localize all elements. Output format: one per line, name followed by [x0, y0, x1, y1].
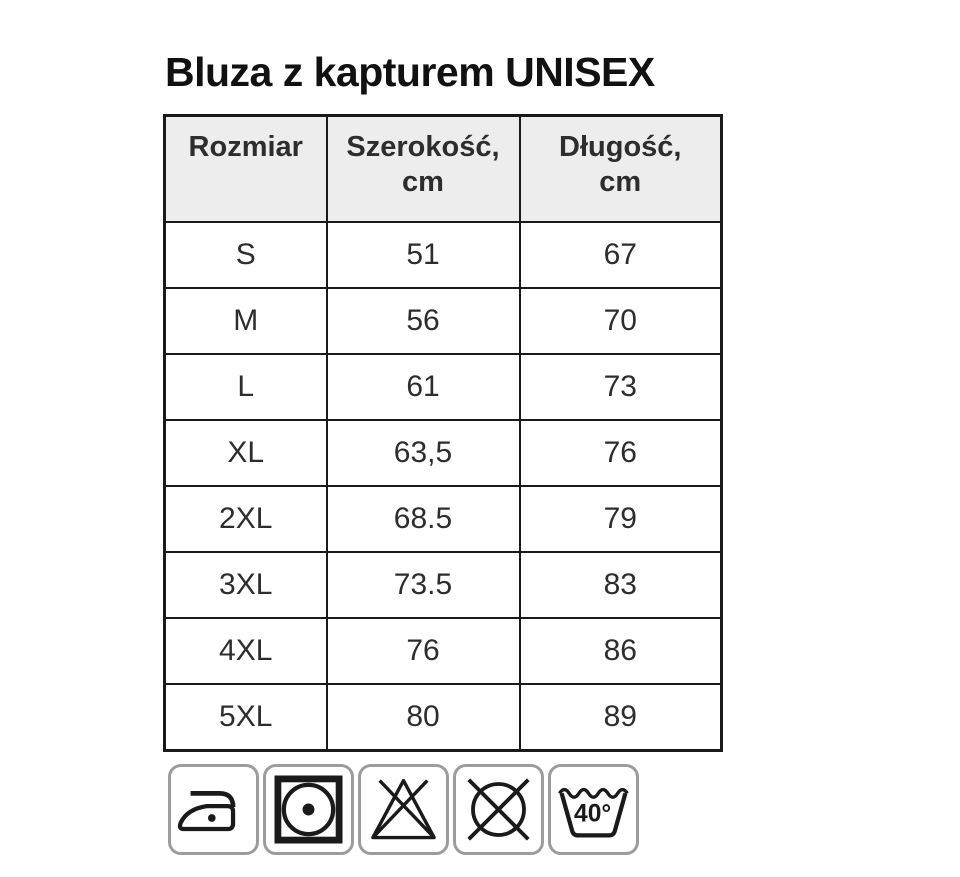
- width-cell: 61: [325, 353, 521, 421]
- length-cell: 76: [518, 419, 723, 487]
- table-row: L 61 73: [163, 353, 723, 421]
- iron-icon: [168, 764, 259, 855]
- care-icons-row: 40°: [168, 764, 720, 855]
- size-chart: Bluza z kapturem UNISEX Rozmiar Szerokoś…: [163, 49, 723, 855]
- header-szerokosc: Szerokość, cm: [325, 114, 521, 223]
- wash-40-icon: 40°: [548, 764, 639, 855]
- length-cell: 89: [518, 683, 723, 752]
- width-cell: 68.5: [325, 485, 521, 553]
- page-title: Bluza z kapturem UNISEX: [165, 49, 655, 95]
- table-header-row: Rozmiar Szerokość, cm Długość, cm: [163, 114, 723, 223]
- table-row: 3XL 73.5 83: [163, 551, 723, 619]
- width-cell: 73.5: [325, 551, 521, 619]
- length-cell: 67: [518, 221, 723, 289]
- table-row: XL 63,5 76: [163, 419, 723, 487]
- width-cell: 63,5: [325, 419, 521, 487]
- width-cell: 56: [325, 287, 521, 355]
- table-row: 5XL 80 89: [163, 683, 723, 752]
- size-cell: 3XL: [163, 551, 328, 619]
- table-row: M 56 70: [163, 287, 723, 355]
- length-cell: 73: [518, 353, 723, 421]
- size-cell: 4XL: [163, 617, 328, 685]
- tumble-dry-icon: [263, 764, 354, 855]
- do-not-bleach-icon: [358, 764, 449, 855]
- table-row: S 51 67: [163, 221, 723, 289]
- header-dlugosc: Długość, cm: [518, 114, 723, 223]
- size-cell: L: [163, 353, 328, 421]
- length-cell: 79: [518, 485, 723, 553]
- size-cell: 2XL: [163, 485, 328, 553]
- table-row: 4XL 76 86: [163, 617, 723, 685]
- size-cell: M: [163, 287, 328, 355]
- size-table: Rozmiar Szerokość, cm Długość, cm S 51 6…: [163, 114, 723, 752]
- width-cell: 80: [325, 683, 521, 752]
- table-row: 2XL 68.5 79: [163, 485, 723, 553]
- width-cell: 51: [325, 221, 521, 289]
- header-rozmiar: Rozmiar: [163, 114, 328, 223]
- length-cell: 86: [518, 617, 723, 685]
- size-cell: XL: [163, 419, 328, 487]
- length-cell: 83: [518, 551, 723, 619]
- size-cell: S: [163, 221, 328, 289]
- do-not-dry-clean-icon: [453, 764, 544, 855]
- width-cell: 76: [325, 617, 521, 685]
- wash-temp-label: 40°: [574, 800, 611, 827]
- length-cell: 70: [518, 287, 723, 355]
- size-cell: 5XL: [163, 683, 328, 752]
